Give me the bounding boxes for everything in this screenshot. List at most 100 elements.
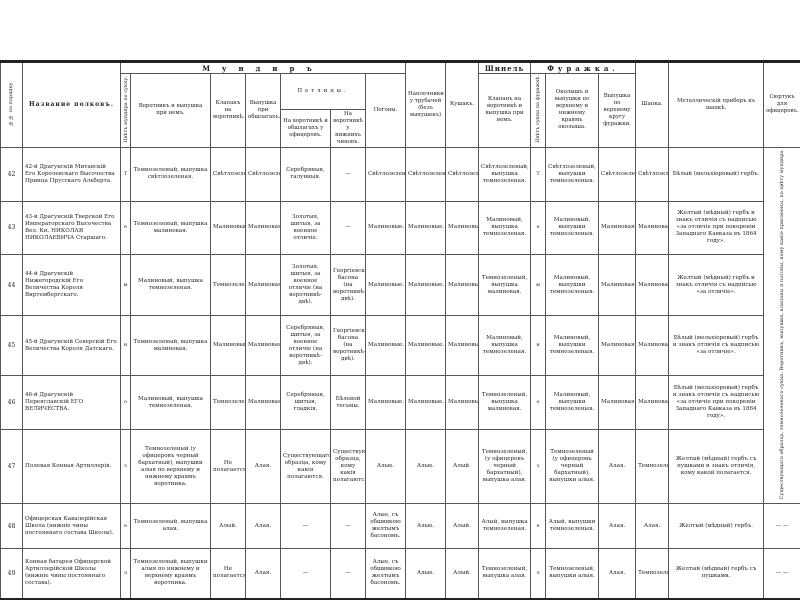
cell-cappip: Малиновая. bbox=[599, 315, 636, 376]
cell-capc: з bbox=[531, 430, 546, 504]
cell-vypushka: Свѣтлозеленая. bbox=[246, 147, 281, 201]
cell-color: з bbox=[121, 430, 131, 504]
cell-cappip: Малиновая. bbox=[599, 255, 636, 316]
cell-naplech: Малиновые. bbox=[406, 255, 446, 316]
cell-shapka: Свѣтлозеленая. bbox=[636, 147, 669, 201]
cell-cappip: Алая. bbox=[599, 549, 636, 599]
cell-okolysh: Малиновый, выпушки темнозеленыя. bbox=[546, 255, 599, 316]
cell-surtuk: — — bbox=[764, 549, 800, 599]
cell-pogony: Алые, съ обшивкою желтымъ басономъ. bbox=[366, 549, 406, 599]
cell-name: Полевая Конная Артиллерія. bbox=[23, 430, 121, 504]
cell-kushak: Алый. bbox=[446, 549, 479, 599]
cell-capc: е bbox=[531, 504, 546, 549]
cell-shinel: Темнозеленый, выпушка малиновая. bbox=[479, 376, 531, 430]
col-trumpeters: Наплечники у трубачей (безъ выпушекъ) bbox=[406, 62, 446, 148]
cell-metal: Желтый (мѣдный) гербъ. bbox=[669, 504, 764, 549]
cell-num: 48 bbox=[1, 504, 23, 549]
cell-petl-off: Серебряныя, шитыя, за военное отличіе (н… bbox=[281, 315, 331, 376]
cell-petl-off: Золотыя, шитыя, за военное отличіе. bbox=[281, 201, 331, 255]
cell-color: о bbox=[121, 376, 131, 430]
cell-okolysh: Малиновый, выпушки темнозеленыя. bbox=[546, 315, 599, 376]
cell-shapka: Алая. bbox=[636, 504, 669, 549]
cell-shapka: Темнозеленая. bbox=[636, 430, 669, 504]
cell-vypushka: Малиновая. bbox=[246, 315, 281, 376]
col-name: Название полковъ. bbox=[23, 62, 121, 148]
cell-klapan: Темнозеленый. bbox=[211, 376, 246, 430]
cell-naplech: Малиновые. bbox=[406, 315, 446, 376]
cell-kushak: Малиновый. bbox=[446, 255, 479, 316]
col-cap-color: Цвѣтъ сукна на фуражкѣ. bbox=[531, 74, 546, 148]
cell-petl-low: — bbox=[331, 549, 366, 599]
col-klapan: Клапанъ на воротникѣ. bbox=[211, 74, 246, 148]
col-shinel-flap: Клапанъ на воротникѣ и выпушка при немъ. bbox=[479, 74, 531, 148]
cell-metal: Желтый (мѣдный) гербъ и знакъ отличія съ… bbox=[669, 201, 764, 255]
cell-naplech: Малиновые. bbox=[406, 201, 446, 255]
col-metal: Металлическій приборъ къ шапкѣ. bbox=[669, 62, 764, 148]
cell-name: Офицерская Кавалерійская Школа (нижніе ч… bbox=[23, 504, 121, 549]
cell-capc: е bbox=[531, 201, 546, 255]
cell-vypushka: Малиновая. bbox=[246, 376, 281, 430]
cell-num: 42 bbox=[1, 147, 23, 201]
uniform-table: №№ по порядку. Название полковъ. Мундиръ… bbox=[0, 60, 800, 600]
cell-shinel: Свѣтлозеленый, выпушка темнозеленая. bbox=[479, 147, 531, 201]
group-shinel: Шинель bbox=[479, 62, 531, 74]
cell-kushak: Малиновый. bbox=[446, 315, 479, 376]
cell-shapka: Малиновая. bbox=[636, 201, 669, 255]
cell-cappip: Малиновая. bbox=[599, 376, 636, 430]
cell-naplech: Алые. bbox=[406, 430, 446, 504]
cell-metal: Бѣлый (мельхіоровый) гербъ. bbox=[669, 147, 764, 201]
cell-collar: Малиновый, выпушка темнозеленая. bbox=[131, 255, 211, 316]
cell-okolysh: Свѣтлозеленый, выпушки темнозеленыя. bbox=[546, 147, 599, 201]
cell-vypushka: Алая. bbox=[246, 504, 281, 549]
cell-metal: Бѣлый (мельхіоровый) гербъ и знакъ отлич… bbox=[669, 376, 764, 430]
cell-surtuk-note: Существующаго образца, темнозеленаго сук… bbox=[764, 147, 800, 503]
cell-klapan: Свѣтлозеленый. bbox=[211, 147, 246, 201]
cell-num: 44 bbox=[1, 255, 23, 316]
cell-collar: Темнозеленый, выпушка малиновая. bbox=[131, 201, 211, 255]
cell-naplech: Малиновые. bbox=[406, 376, 446, 430]
cell-kushak: Малиновый. bbox=[446, 201, 479, 255]
cell-klapan: Темнозеленый. bbox=[211, 255, 246, 316]
cell-color: е bbox=[121, 504, 131, 549]
cell-kushak: Алый. bbox=[446, 504, 479, 549]
cell-klapan: Малиновый. bbox=[211, 315, 246, 376]
cell-capc: Т bbox=[531, 147, 546, 201]
cell-capc: м bbox=[531, 255, 546, 316]
cell-klapan: Не полагается. bbox=[211, 549, 246, 599]
cell-petl-off: — bbox=[281, 504, 331, 549]
cell-name: 43-й Драгунскій Тверской Его Императорск… bbox=[23, 201, 121, 255]
cell-shinel: Темнозеленый, выпушка алая. bbox=[479, 549, 531, 599]
cell-shinel: Малиновый, выпушка темнозеленая. bbox=[479, 201, 531, 255]
cell-petl-off: Существующаго образца, кому какія полага… bbox=[281, 430, 331, 504]
group-petlitsy: Петлицы. bbox=[281, 74, 366, 110]
cell-petl-off: Серебряныя, шитыя, гладкія. bbox=[281, 376, 331, 430]
cell-collar: Темнозеленый, выпушки алыя по нижнему и … bbox=[131, 549, 211, 599]
col-cap-band: Околышъ и выпушки по верхнему и нижнему … bbox=[546, 74, 599, 148]
cell-name: Конная батарея Офицерской Артиллерійской… bbox=[23, 549, 121, 599]
cell-petl-off: — bbox=[281, 549, 331, 599]
cell-shapka: Малиновая. bbox=[636, 255, 669, 316]
cell-vypushka: Малиновая. bbox=[246, 201, 281, 255]
cell-kushak: Алый. bbox=[446, 430, 479, 504]
cell-collar: Темнозеленый, выпушка свѣтлозеленая. bbox=[131, 147, 211, 201]
cell-petl-off: Золотыя, шитыя, за военное отличіе (на в… bbox=[281, 255, 331, 316]
cell-color: е bbox=[121, 201, 131, 255]
cell-naplech: Алые. bbox=[406, 504, 446, 549]
cell-okolysh: Темнозеленый (у офицеровъ черный бархатн… bbox=[546, 430, 599, 504]
cell-metal: Желтый (мѣдный) гербъ съ пушками и знакъ… bbox=[669, 430, 764, 504]
table-header: №№ по порядку. Название полковъ. Мундиръ… bbox=[1, 62, 800, 148]
cell-okolysh: Темнозеленый, выпушки алыя. bbox=[546, 549, 599, 599]
cell-pogony: Малиновые. bbox=[366, 315, 406, 376]
cell-cappip: Алая. bbox=[599, 430, 636, 504]
cell-num: 43 bbox=[1, 201, 23, 255]
cell-cappip: Свѣтлозеленая. bbox=[599, 147, 636, 201]
cell-metal: Желтый (мѣдный) гербъ съ пушками. bbox=[669, 549, 764, 599]
col-petl-officers: На воротникѣ и обшлагахъ у офицеровъ. bbox=[281, 109, 331, 147]
cell-capc: л bbox=[531, 549, 546, 599]
cell-naplech: Алые. bbox=[406, 549, 446, 599]
col-num: №№ по порядку. bbox=[1, 62, 23, 148]
col-piping: Выпушка при обшлагахъ. bbox=[246, 74, 281, 148]
cell-pogony: Малиновые. bbox=[366, 255, 406, 316]
cell-color: м bbox=[121, 255, 131, 316]
